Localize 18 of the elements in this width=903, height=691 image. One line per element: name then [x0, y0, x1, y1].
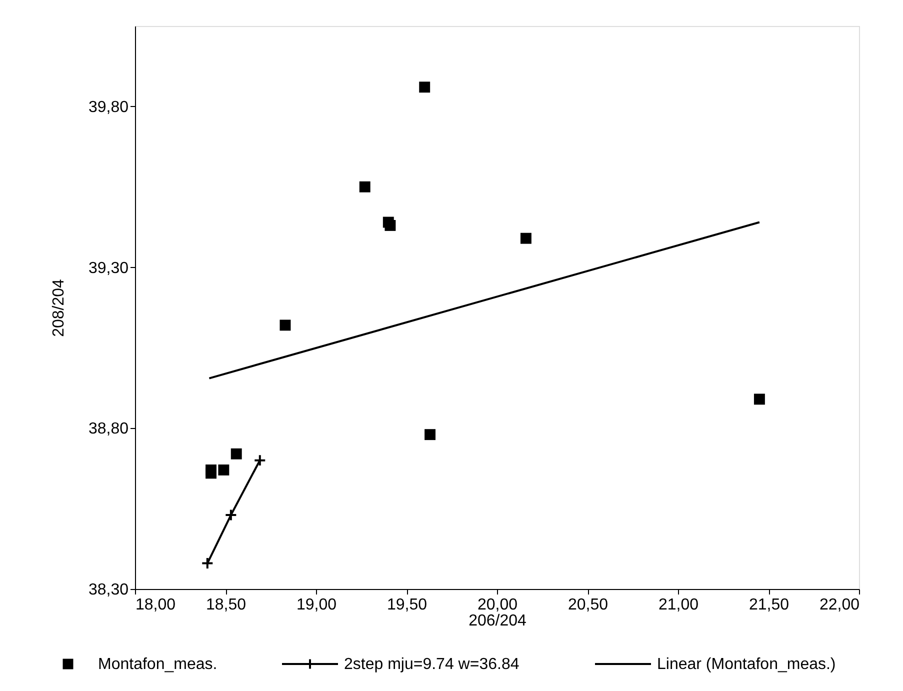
y-tick-label: 39,80: [88, 98, 129, 116]
x-tick-label: 21,50: [748, 596, 790, 614]
y-tick-label: 38,30: [88, 582, 129, 598]
legend-label: Linear (Montafon_meas.): [657, 656, 836, 673]
x-tick-label: 21,00: [658, 596, 699, 614]
y-tick-label: 39,30: [88, 260, 129, 277]
y-tick-label: 38,80: [88, 420, 129, 438]
x-tick-label: 19,50: [386, 596, 428, 614]
y-axis-title: 208/204: [50, 278, 68, 337]
x-axis-title: 206/204: [468, 612, 527, 630]
x-tick-label: 20,00: [477, 596, 518, 614]
x-tick-label: 20,50: [568, 596, 608, 614]
x-tick-label: 18,50: [206, 596, 246, 614]
x-tick-label: 18,00: [136, 596, 176, 614]
legend-label: Montafon_meas.: [98, 656, 218, 673]
legend-label: 2step mju=9.74 w=36.84: [344, 656, 520, 673]
x-tick-label: 19,00: [296, 596, 337, 614]
x-tick-label: 22,00: [819, 596, 860, 614]
